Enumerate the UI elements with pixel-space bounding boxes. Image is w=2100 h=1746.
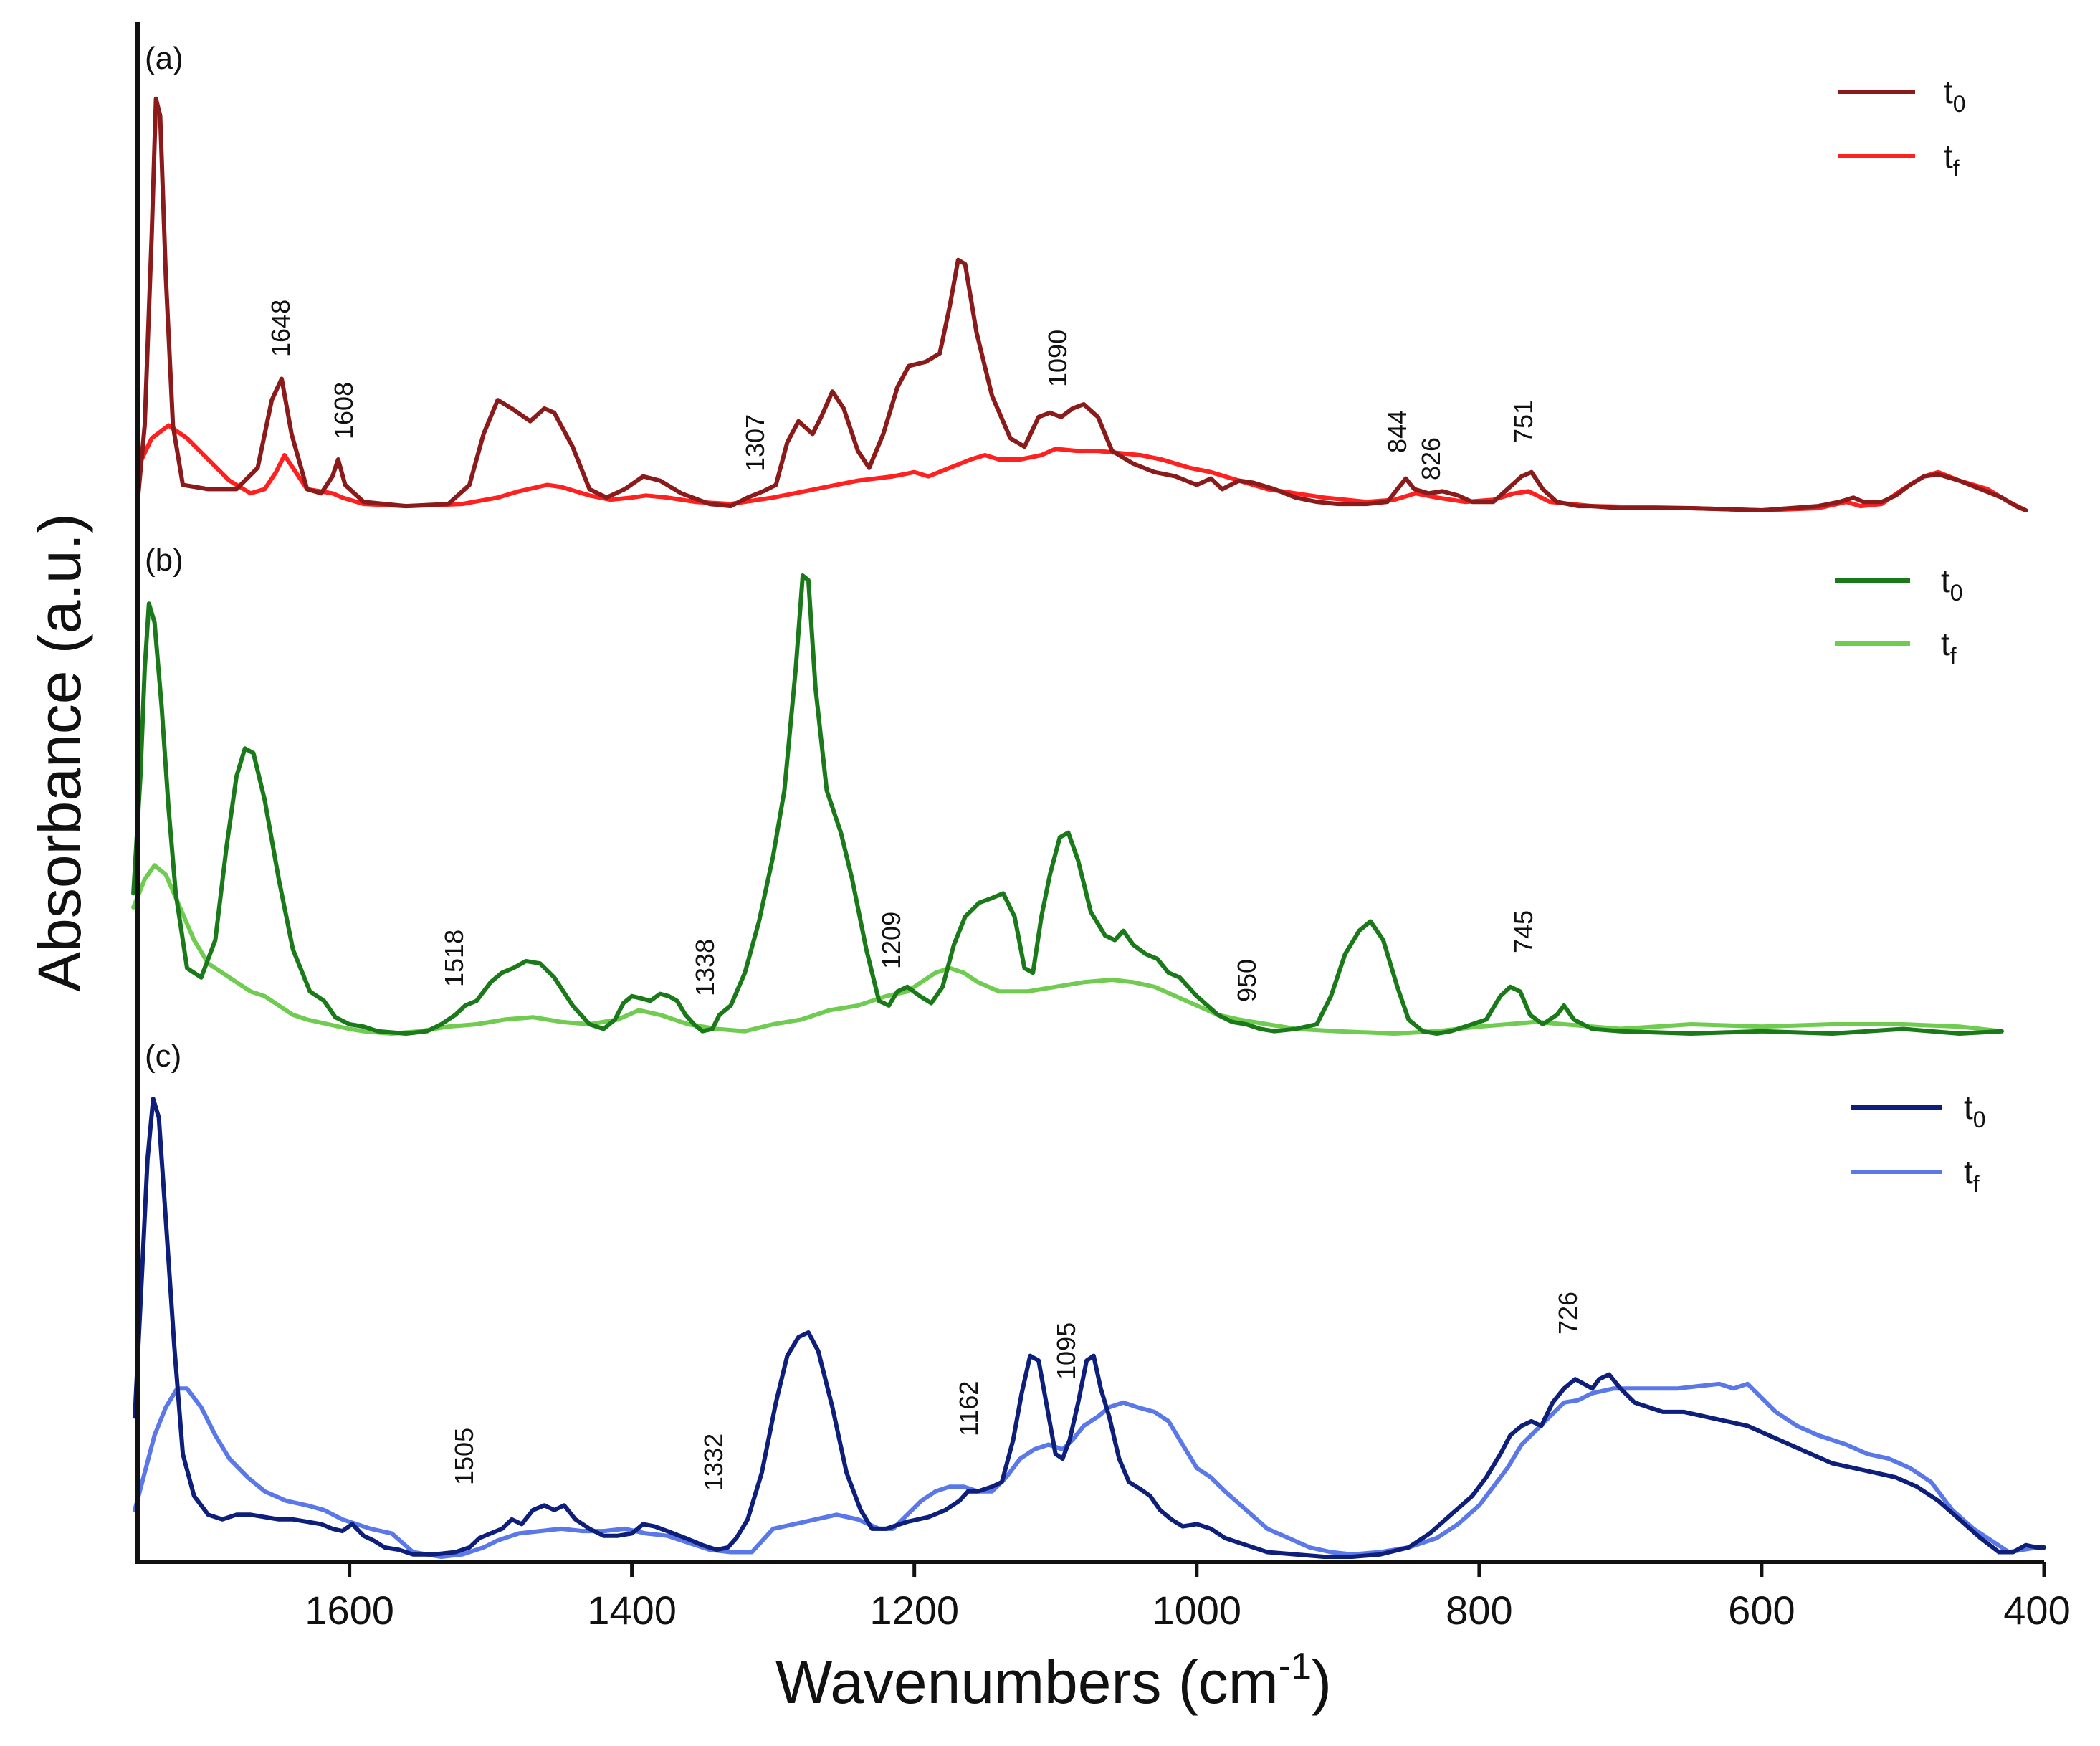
panel-c-tag: (c) [145, 1039, 181, 1074]
peak-label-751: 751 [1509, 400, 1538, 443]
x-tick-label-600: 600 [1728, 1588, 1795, 1633]
peak-labels-b: 1518 1338 1209 950 745 [439, 910, 1538, 1002]
peak-label-726: 726 [1553, 1292, 1583, 1335]
peak-label-1505: 1505 [449, 1428, 479, 1485]
x-tick-label-400: 400 [2003, 1588, 2070, 1633]
x-axis-title: Wavenumbers (cm-1) [775, 1646, 1332, 1716]
peak-label-1518: 1518 [439, 930, 469, 987]
peak-label-1090: 1090 [1043, 330, 1072, 387]
peak-label-844: 844 [1383, 410, 1412, 453]
panel-b-tag: (b) [145, 543, 183, 578]
peak-label-1338: 1338 [690, 939, 720, 996]
series-panel-c-t0 [133, 1097, 2046, 1559]
panel-c: (c) 1505 1332 1162 1095 726 t0 tf [133, 1039, 2046, 1559]
x-axis-ticks: 1600 1400 1200 1000 800 600 400 [305, 1562, 2071, 1633]
series-panel-a-tf [135, 423, 2028, 512]
peak-label-1209: 1209 [877, 912, 906, 969]
peak-label-1307: 1307 [740, 414, 770, 472]
panel-b: (b) 1518 1338 1209 950 745 t0 tf [131, 543, 2004, 1036]
peak-label-1332: 1332 [699, 1433, 728, 1491]
y-axis-title: Absorbance (a.u.) [26, 513, 93, 992]
legend-c-tf-label: tf [1964, 1153, 1980, 1197]
series-panel-c-tf [133, 1381, 2046, 1559]
x-tick-label-800: 800 [1446, 1588, 1512, 1633]
peak-label-1162: 1162 [954, 1381, 983, 1436]
panel-a: (a) 1648 1608 1307 1090 844 826 751 t0 t… [135, 41, 2028, 512]
x-tick-label-1400: 1400 [587, 1588, 677, 1633]
series-panel-b-tf [131, 863, 2004, 1036]
legend-a-t0-label: t0 [1944, 73, 1966, 117]
legend-a: t0 tf [1838, 73, 1966, 181]
legend-c: t0 tf [1851, 1089, 1986, 1197]
peak-label-1608: 1608 [329, 382, 358, 439]
legend-c-t0-label: t0 [1964, 1089, 1986, 1132]
x-tick-label-1600: 1600 [305, 1588, 394, 1633]
peak-label-1095: 1095 [1051, 1322, 1081, 1380]
peak-label-826: 826 [1416, 437, 1446, 480]
peak-labels-a: 1648 1608 1307 1090 844 826 751 [266, 300, 1538, 480]
legend-a-tf-label: tf [1944, 138, 1960, 181]
peak-label-950: 950 [1232, 959, 1261, 1002]
series-panel-a-t0 [135, 96, 2028, 512]
x-tick-label-1200: 1200 [869, 1588, 959, 1633]
legend-b-tf-label: tf [1941, 625, 1957, 669]
legend-b-t0-label: t0 [1941, 562, 1963, 606]
panel-a-tag: (a) [145, 41, 183, 76]
peak-label-1648: 1648 [266, 300, 295, 357]
series-panel-b-t0 [131, 573, 2004, 1036]
x-tick-label-1000: 1000 [1152, 1588, 1242, 1633]
peak-labels-c: 1505 1332 1162 1095 726 [449, 1292, 1583, 1491]
legend-b: t0 tf [1835, 562, 1963, 669]
peak-label-745: 745 [1509, 910, 1538, 953]
